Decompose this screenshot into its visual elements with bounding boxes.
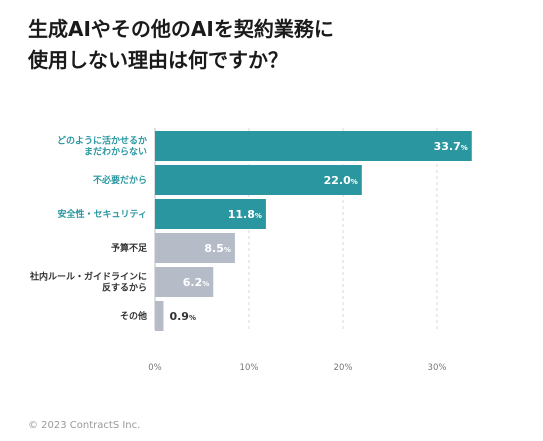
category-label: 社内ルール・ガイドラインに反するから [29, 271, 147, 294]
bar [155, 267, 214, 297]
data-label: 22.0% [324, 174, 358, 187]
title-line-2: 使用しない理由は何ですか？ [28, 48, 288, 72]
data-label-unit: % [255, 212, 262, 220]
category-label: 予算不足 [111, 242, 148, 254]
data-label: 11.8% [228, 208, 262, 221]
x-tick-label: 30% [428, 363, 447, 373]
data-label: 33.7% [434, 140, 468, 153]
category-label-line: その他 [120, 310, 147, 322]
data-label-value: 22.0 [324, 174, 351, 187]
category-label: その他 [120, 310, 147, 322]
bar [155, 199, 266, 229]
category-label-line: どのように活かせるか [57, 135, 147, 147]
bar [155, 233, 235, 263]
data-label-value: 6.2 [183, 276, 203, 289]
category-label: どのように活かせるかまだわからない [57, 135, 147, 158]
data-label-unit: % [224, 246, 231, 254]
category-label-line: 安全性・セキュリティ [58, 208, 147, 220]
data-label-value: 33.7 [434, 140, 461, 153]
data-label-unit: % [461, 144, 468, 152]
x-tick-label: 20% [334, 363, 353, 373]
category-label-line: 不必要だから [93, 174, 147, 186]
data-label: 0.9% [169, 310, 196, 323]
data-label: 8.5% [204, 242, 231, 255]
category-label-line: 反するから [102, 282, 147, 294]
category-label-line: まだわからない [84, 147, 147, 158]
chart-title: 生成AIやその他のAIを契約業務に 使用しない理由は何ですか？ [28, 14, 528, 76]
data-label-unit: % [202, 280, 209, 288]
data-label-value: 11.8 [228, 208, 255, 221]
title-line-1: 生成AIやその他のAIを契約業務に [28, 17, 334, 41]
category-label: 不必要だから [93, 174, 147, 186]
data-label-unit: % [189, 314, 196, 322]
data-label: 6.2% [183, 276, 210, 289]
bar [155, 165, 362, 195]
category-label: 安全性・セキュリティ [58, 208, 147, 220]
category-label-line: 社内ルール・ガイドラインに [29, 271, 147, 283]
data-label-value: 0.9 [169, 310, 189, 323]
data-label-unit: % [351, 178, 358, 186]
category-label-line: 予算不足 [111, 242, 148, 254]
data-label-value: 8.5 [204, 242, 224, 255]
copyright-footer: © 2023 ContractS Inc. [28, 420, 141, 431]
x-tick-label: 10% [240, 363, 259, 373]
x-tick-label: 0% [148, 363, 162, 373]
bar [155, 301, 164, 331]
bar [155, 131, 472, 161]
